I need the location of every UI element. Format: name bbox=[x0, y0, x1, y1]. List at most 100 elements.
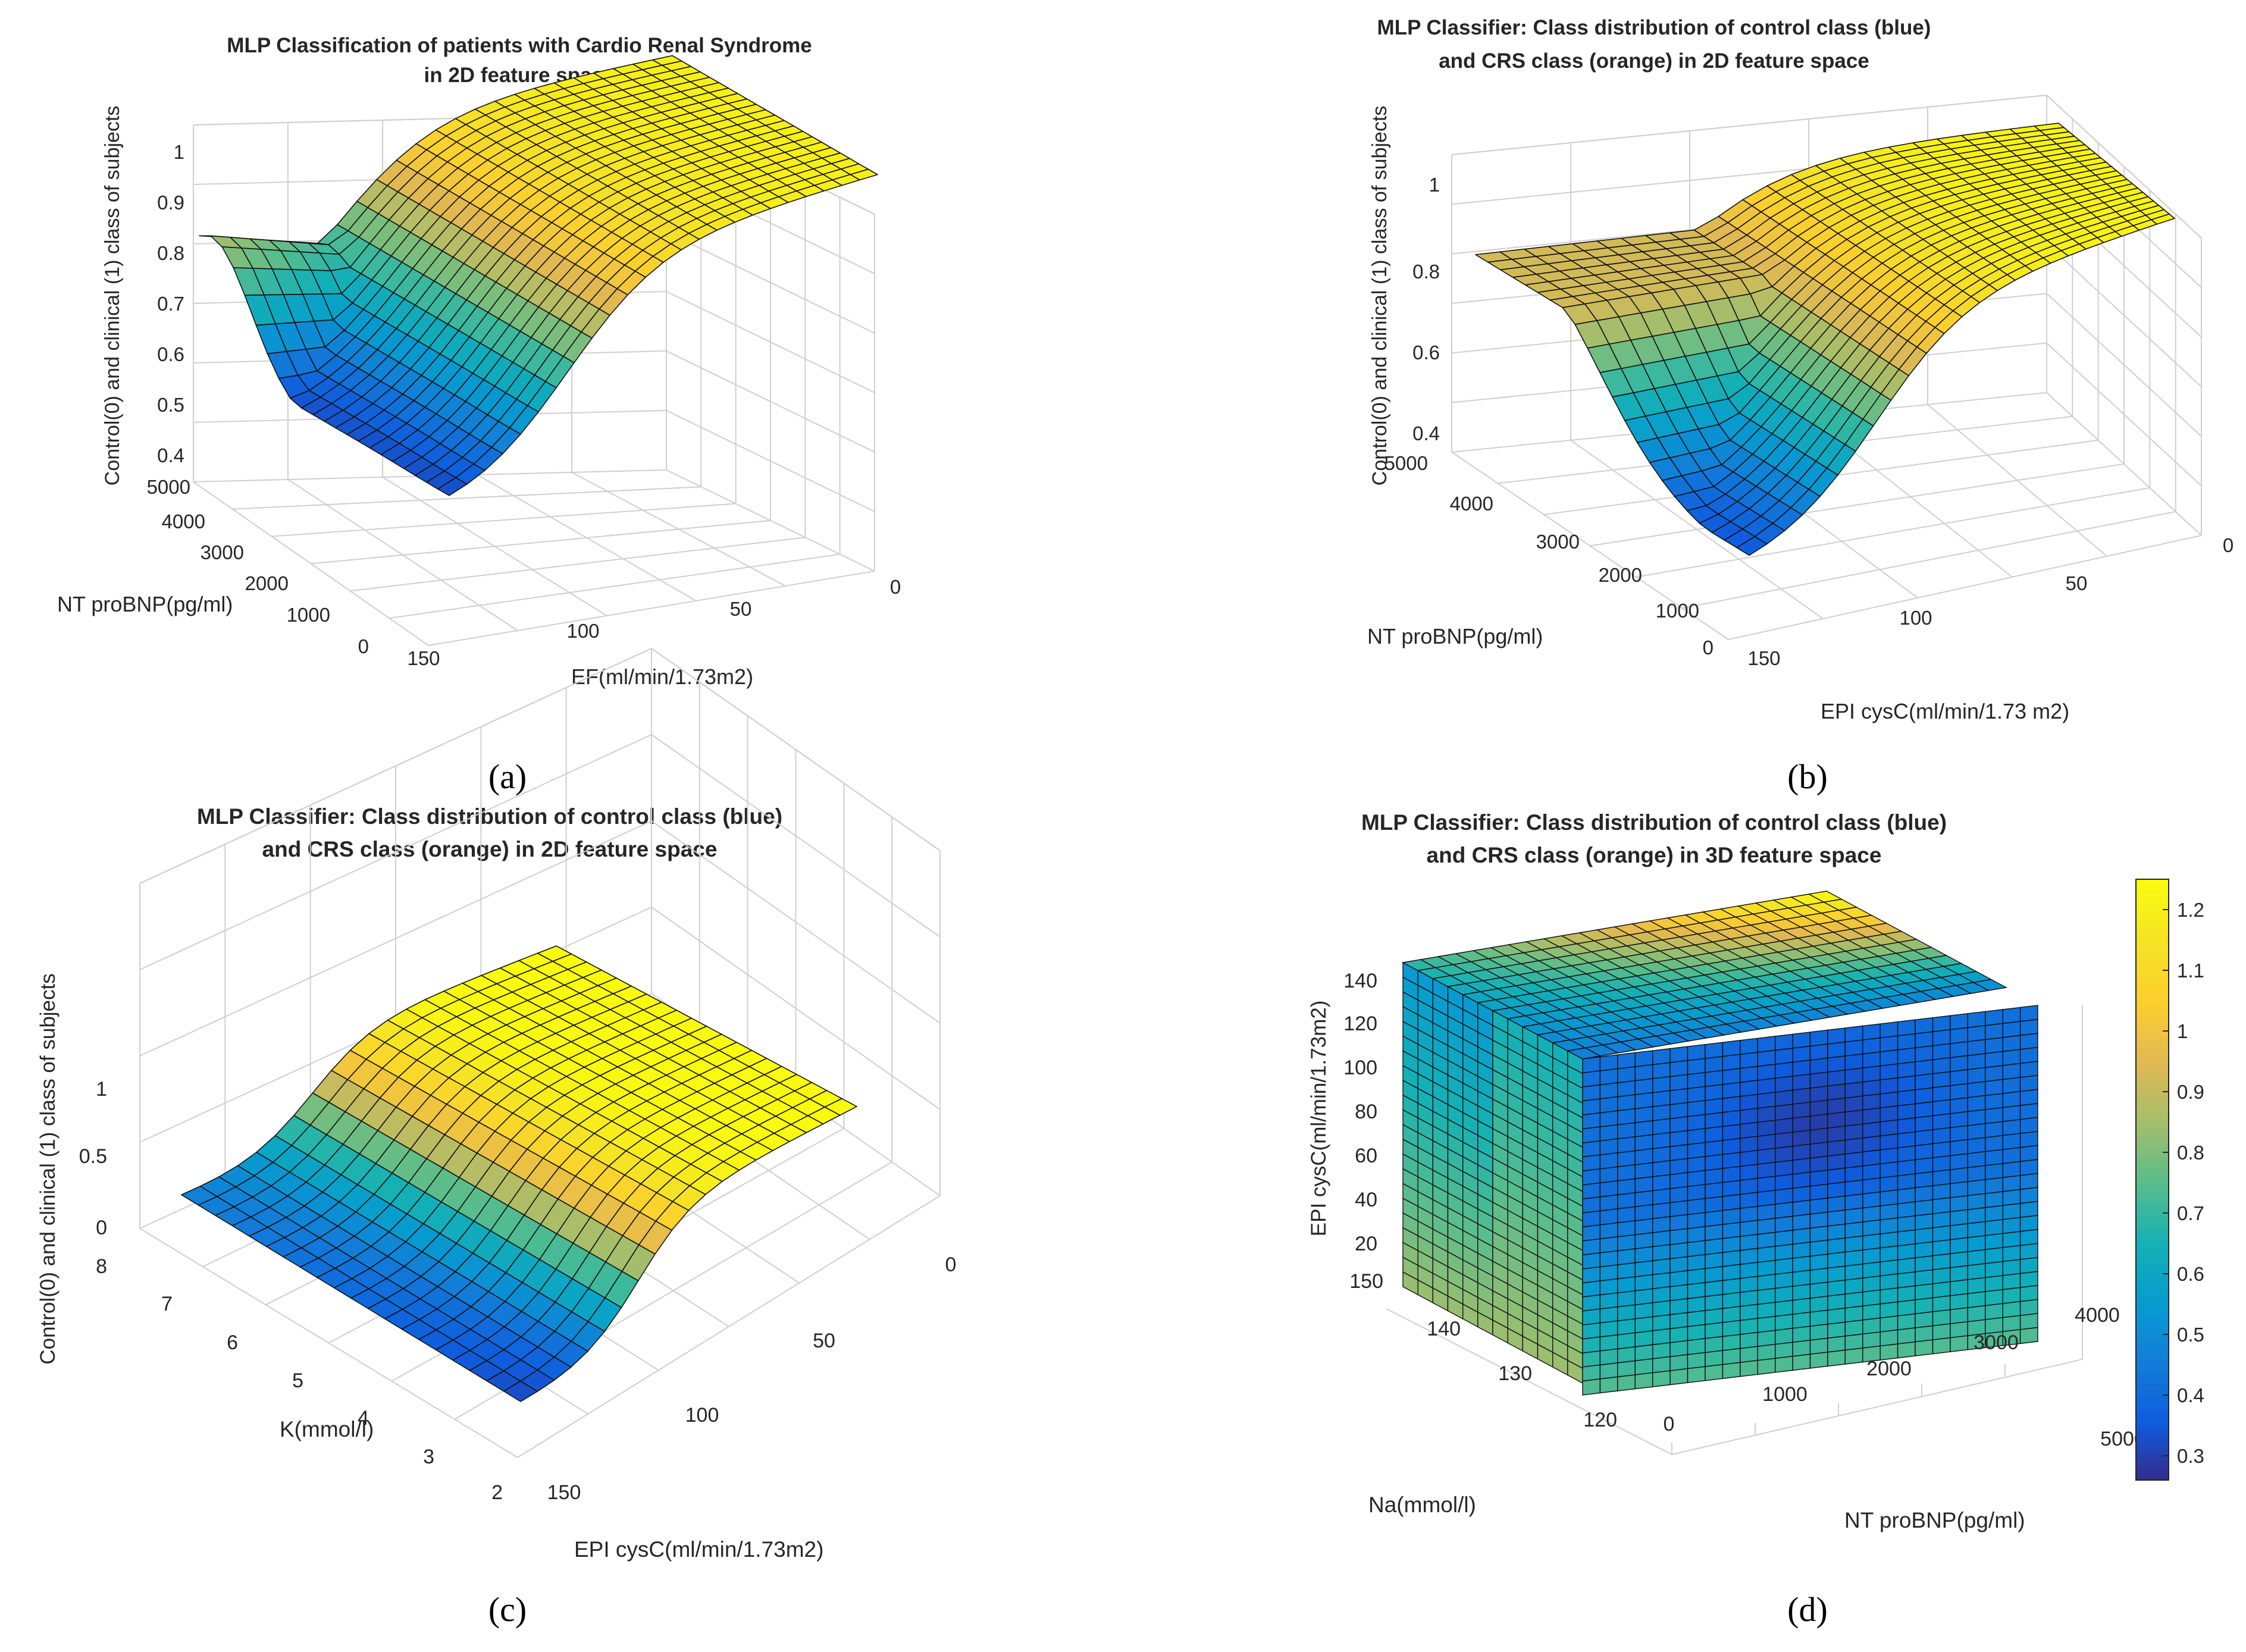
volume-face bbox=[1757, 1259, 1776, 1277]
wall-gridline bbox=[666, 410, 875, 512]
volume-face bbox=[1705, 1181, 1724, 1199]
volume-face bbox=[1617, 1248, 1636, 1265]
volume-face bbox=[1669, 1102, 1689, 1120]
volume-face bbox=[1652, 1272, 1671, 1290]
volume-face bbox=[1652, 1090, 1671, 1108]
colorbar-segment bbox=[2136, 1408, 2169, 1415]
volume-face bbox=[1897, 1299, 1916, 1316]
volume-face bbox=[1844, 1123, 1863, 1141]
volume-face bbox=[1844, 1165, 1863, 1183]
volume-face bbox=[2019, 1327, 2038, 1344]
volume-face bbox=[1740, 1121, 1758, 1139]
x-tick-c: 50 bbox=[813, 1330, 835, 1352]
volume-face bbox=[1932, 1085, 1951, 1102]
colorbar-segment bbox=[2136, 909, 2169, 916]
volume-face bbox=[1582, 1294, 1601, 1312]
volume-face bbox=[1582, 1126, 1601, 1144]
x-tick-c: 150 bbox=[547, 1481, 581, 1504]
y-label-d: Na(mmol/l) bbox=[1368, 1493, 1476, 1517]
colorbar-segment bbox=[2136, 1366, 2169, 1373]
volume-face bbox=[1687, 1366, 1706, 1383]
volume-face bbox=[1792, 1059, 1811, 1077]
volume-face bbox=[1932, 1295, 1951, 1312]
volume-face bbox=[1757, 1330, 1776, 1347]
volume-face bbox=[1809, 1114, 1828, 1131]
volume-face bbox=[1705, 1280, 1724, 1297]
volume-face bbox=[1617, 1206, 1636, 1224]
volume-face bbox=[1757, 1246, 1776, 1263]
volume-face bbox=[1967, 1249, 1986, 1267]
volume-face bbox=[1984, 1065, 2003, 1082]
x-label-a: EF(ml/min/1.73m2) bbox=[571, 664, 753, 689]
volume-face bbox=[2019, 1285, 2038, 1302]
colorbar-segment bbox=[2136, 1173, 2169, 1180]
volume-face bbox=[1669, 1368, 1689, 1385]
volume-face bbox=[1722, 1109, 1741, 1127]
volume-face bbox=[1599, 1250, 1618, 1268]
volume-face bbox=[1897, 1229, 1916, 1247]
volume-face bbox=[1827, 1083, 1846, 1101]
volume-face bbox=[1932, 1225, 1951, 1243]
wall-gridline bbox=[651, 734, 941, 938]
volume-face bbox=[1950, 1167, 1969, 1184]
volume-face bbox=[1740, 1149, 1758, 1167]
y-tick-b: 0 bbox=[1703, 637, 1714, 659]
volume-face bbox=[1740, 1164, 1758, 1181]
floor-gridline bbox=[271, 503, 736, 537]
volume-face bbox=[1897, 1187, 1916, 1205]
volume-face bbox=[1582, 1322, 1601, 1340]
colorbar-segment bbox=[2136, 1023, 2169, 1030]
volume-face bbox=[1582, 1224, 1601, 1242]
volume-face bbox=[1984, 1135, 2003, 1152]
volume-face bbox=[1757, 1358, 1776, 1375]
volume-face bbox=[2019, 1131, 2038, 1148]
volume-face bbox=[1617, 1192, 1636, 1209]
volume-face bbox=[1687, 1044, 1706, 1061]
colorbar-segment bbox=[2136, 1077, 2169, 1084]
volume-face bbox=[1687, 1142, 1706, 1159]
volume-face bbox=[1687, 1184, 1706, 1201]
y-tick-c: 6 bbox=[227, 1331, 238, 1354]
colorbar-tick-label: 0.4 bbox=[2177, 1384, 2204, 1406]
volume-face bbox=[1915, 1157, 1934, 1174]
volume-face bbox=[1669, 1256, 1689, 1274]
volume-face bbox=[1687, 1254, 1706, 1271]
surface-face bbox=[503, 1380, 538, 1402]
volume-face bbox=[1967, 1109, 1986, 1126]
x-tick-b: 150 bbox=[1747, 647, 1780, 669]
colorbar-segment bbox=[2136, 1360, 2169, 1367]
colorbar-segment bbox=[2136, 1065, 2169, 1073]
colorbar-segment bbox=[2136, 1252, 2169, 1259]
volume-face bbox=[1827, 1126, 1846, 1143]
volume-face bbox=[1844, 1082, 1863, 1099]
volume-face bbox=[1722, 1124, 1741, 1141]
volume-face bbox=[1740, 1247, 1758, 1265]
volume-face bbox=[1792, 1186, 1811, 1203]
colorbar-tick-label: 1.2 bbox=[2177, 899, 2204, 921]
volume-face bbox=[1809, 1253, 1828, 1271]
volume-face bbox=[1722, 1165, 1741, 1183]
colorbar-segment bbox=[2136, 1330, 2169, 1337]
colorbar-tick-label: 1 bbox=[2177, 1020, 2188, 1042]
colorbar-tick-label: 1.1 bbox=[2177, 960, 2204, 982]
volume-face bbox=[1634, 1190, 1653, 1208]
colorbar-segment bbox=[2136, 1186, 2169, 1193]
volume-face bbox=[1669, 1088, 1689, 1105]
volume-face bbox=[1862, 1233, 1881, 1251]
colorbar-segment bbox=[2136, 1353, 2169, 1361]
volume-face bbox=[1862, 1065, 1881, 1083]
volume-face bbox=[1599, 1082, 1618, 1099]
volume-face bbox=[1617, 1080, 1636, 1098]
volume-face bbox=[1774, 1286, 1793, 1303]
volume-face bbox=[1897, 1033, 1916, 1051]
volume-face bbox=[1582, 1336, 1601, 1354]
colorbar-segment bbox=[2136, 1083, 2169, 1090]
surface-face bbox=[1736, 536, 1768, 556]
volume-face bbox=[1932, 1211, 1951, 1228]
colorbar-segment bbox=[2136, 879, 2169, 886]
volume-face bbox=[1827, 1069, 1846, 1087]
volume-face bbox=[1669, 1284, 1689, 1302]
volume-face bbox=[2019, 1228, 2038, 1246]
volume-face bbox=[1757, 1148, 1776, 1165]
volume-face bbox=[1827, 1293, 1846, 1311]
